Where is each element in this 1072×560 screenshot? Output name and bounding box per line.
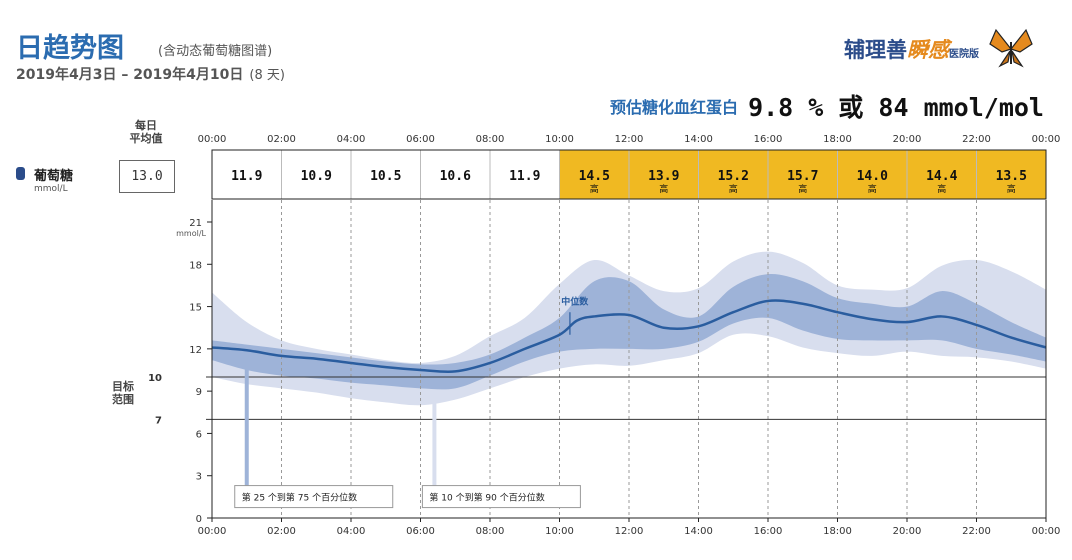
bin-high-fill — [976, 150, 1046, 199]
legend-iqr-box — [234, 485, 394, 509]
y-axis-unit: mmol/L — [176, 229, 206, 238]
x-tick-label-top: 16:00 — [754, 134, 783, 145]
brand-part2: 瞬感 — [907, 37, 949, 62]
estimated-hba1c: 预估糖化血红蛋白 9.8 % 或 84 mmol/mol — [610, 88, 1044, 124]
page-title: 日趋势图 — [16, 33, 124, 64]
x-tick-label-top: 22:00 — [962, 134, 991, 145]
butterfly-icon — [989, 28, 1033, 68]
day-count: (8 天) — [249, 68, 285, 83]
y-tick-label: 9 — [196, 387, 202, 398]
x-tick-label-bottom: 20:00 — [893, 526, 922, 537]
bin-high-fill — [837, 150, 907, 199]
x-tick-label-top: 08:00 — [476, 134, 505, 145]
target-tick-label: 7 — [155, 415, 162, 426]
bin-row-border — [211, 149, 1047, 200]
brand-part1: 辅理善 — [844, 37, 907, 62]
legend-iqr-swatch — [244, 357, 249, 486]
bin-high-fill — [698, 150, 768, 199]
x-tick-label-bottom: 04:00 — [337, 526, 366, 537]
x-tick-label-bottom: 14:00 — [684, 526, 713, 537]
x-tick-label-top: 00:00 — [198, 134, 227, 145]
bin-value: 10.6 — [440, 169, 471, 184]
median-line — [211, 299, 1047, 374]
x-tick-label-bottom: 16:00 — [754, 526, 783, 537]
bin-flag: 高 — [1007, 183, 1016, 195]
bin-flag: 高 — [798, 183, 807, 195]
bin-flag: 高 — [659, 183, 668, 195]
bin-high-fill — [629, 150, 699, 199]
daily-average-value: 13.0 — [119, 160, 175, 193]
date-range-text: 2019年4月3日 – 2019年4月10日 — [16, 67, 244, 83]
glucose-unit: mmol/L — [34, 184, 68, 194]
hba1c-value: 9.8 % 或 84 mmol/mol — [748, 93, 1044, 122]
glucose-row-label: 葡萄糖 mmol/L — [14, 165, 73, 194]
y-tick-label: 15 — [189, 303, 202, 314]
bin-value: 14.5 — [579, 169, 610, 184]
hba1c-label: 预估糖化血红蛋白 — [610, 98, 739, 117]
x-tick-label-bottom: 08:00 — [476, 526, 505, 537]
bin-value: 14.0 — [857, 169, 888, 184]
y-tick-label: 6 — [196, 429, 202, 440]
x-tick-label-bottom: 12:00 — [615, 526, 644, 537]
x-tick-label-bottom: 00:00 — [198, 526, 227, 537]
x-tick-label-top: 20:00 — [893, 134, 922, 145]
x-tick-label-top: 10:00 — [545, 134, 574, 145]
page-subtitle: (含动态葡萄糖图谱) — [158, 44, 273, 59]
x-tick-label-top: 06:00 — [406, 134, 435, 145]
median-label: 中位数 — [561, 296, 589, 308]
sensor-icon — [16, 167, 25, 180]
target-range-label: 目标 范围 — [112, 380, 134, 406]
y-tick-label: 0 — [196, 514, 202, 525]
bin-value: 13.9 — [648, 169, 679, 184]
x-tick-label-top: 02:00 — [267, 134, 296, 145]
bin-value: 13.5 — [996, 169, 1027, 184]
legend-p10-90-swatch — [432, 391, 437, 486]
legend-p10-90-box — [421, 485, 581, 509]
bin-value: 10.9 — [301, 169, 332, 184]
x-tick-label-top: 14:00 — [684, 134, 713, 145]
bin-high-fill — [559, 150, 629, 199]
daily-average-label: 每日 平均值 — [129, 119, 163, 145]
brand-logo: 辅理善瞬感医院版 — [844, 34, 979, 64]
target-tick-label: 10 — [148, 373, 162, 384]
x-tick-label-bottom: 00:00 — [1032, 526, 1061, 537]
legend-iqr-text: 第 25 个到第 75 个百分位数 — [242, 492, 357, 504]
bin-high-fill — [907, 150, 977, 199]
bin-value: 15.2 — [718, 169, 749, 184]
x-tick-label-bottom: 22:00 — [962, 526, 991, 537]
y-tick-label: 21 — [189, 218, 202, 229]
bin-flag: 高 — [590, 183, 599, 195]
x-tick-label-bottom: 10:00 — [545, 526, 574, 537]
x-tick-label-bottom: 06:00 — [406, 526, 435, 537]
x-tick-label-top: 00:00 — [1032, 134, 1061, 145]
y-tick-label: 3 — [196, 472, 202, 483]
bin-value: 10.5 — [370, 169, 401, 184]
x-tick-label-bottom: 18:00 — [823, 526, 852, 537]
x-tick-label-top: 12:00 — [615, 134, 644, 145]
bin-value: 11.9 — [231, 169, 262, 184]
bin-high-fill — [768, 150, 838, 199]
y-tick-label: 12 — [189, 345, 202, 356]
bin-flag: 高 — [937, 183, 946, 195]
date-range: 2019年4月3日 – 2019年4月10日 (8 天) — [16, 64, 285, 84]
x-tick-label-top: 18:00 — [823, 134, 852, 145]
brand-part3: 医院版 — [949, 49, 979, 60]
glucose-name: 葡萄糖 — [34, 169, 74, 184]
x-tick-label-bottom: 02:00 — [267, 526, 296, 537]
bin-value: 15.7 — [787, 169, 818, 184]
y-tick-label: 18 — [189, 260, 202, 271]
bin-value: 14.4 — [926, 169, 957, 184]
bin-flag: 高 — [729, 183, 738, 195]
bin-value: 11.9 — [509, 169, 540, 184]
legend-p10-90-text: 第 10 个到第 90 个百分位数 — [429, 492, 544, 504]
x-tick-label-top: 04:00 — [337, 134, 366, 145]
bin-flag: 高 — [868, 183, 877, 195]
